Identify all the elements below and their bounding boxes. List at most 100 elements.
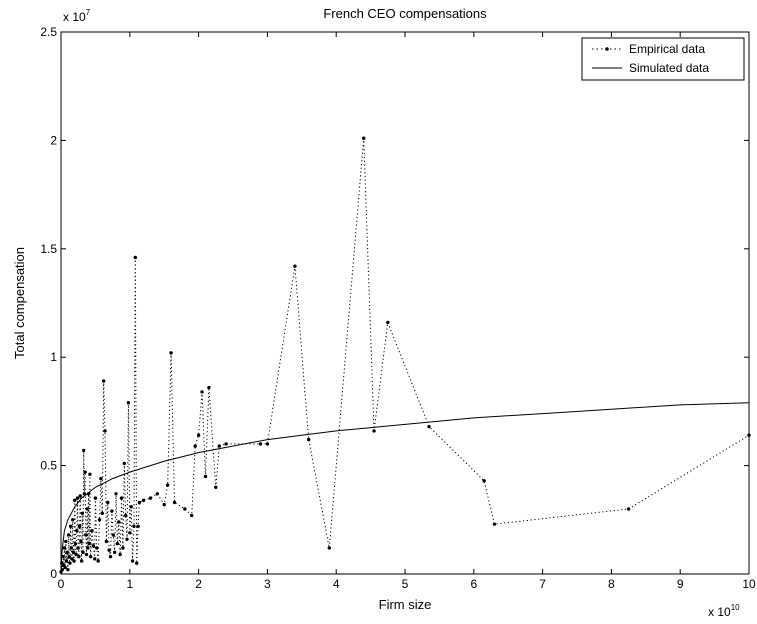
plot-frame: [60, 31, 750, 575]
empirical-data-point: [91, 544, 96, 548]
empirical-data-point: [68, 524, 73, 528]
empirical-data-point: [123, 513, 128, 518]
empirical-data-point: [126, 401, 131, 405]
empirical-data-point: [121, 546, 125, 550]
x-tick-label: 0: [58, 577, 65, 591]
empirical-data-point: [84, 533, 88, 537]
legend: Empirical data Simulated data: [581, 37, 745, 81]
empirical-data-point: [128, 531, 132, 535]
empirical-data-point: [82, 492, 87, 496]
empirical-data-point: [90, 528, 94, 533]
empirical-data-point: [86, 546, 90, 550]
empirical-data-point: [107, 548, 111, 552]
empirical-data-point: [136, 524, 140, 528]
empirical-data-point: [306, 437, 311, 442]
y-tick-label: 2.5: [40, 25, 57, 39]
empirical-data-point: [169, 351, 173, 355]
empirical-data-point: [162, 502, 166, 507]
empirical-data-point: [97, 518, 102, 522]
empirical-data-point: [141, 498, 146, 502]
empirical-data-point: [200, 390, 204, 394]
y-tick-label: 0.5: [40, 459, 57, 473]
x-tick-label: 2: [195, 577, 202, 591]
empirical-data-point: [88, 554, 93, 559]
empirical-data-point: [70, 557, 74, 561]
empirical-data-point: [112, 550, 117, 555]
empirical-data-point: [492, 522, 497, 526]
empirical-data-point: [134, 561, 139, 565]
empirical-data-point: [72, 559, 76, 563]
empirical-data-point: [125, 537, 129, 542]
empirical-data-point: [129, 505, 133, 509]
empirical-data-point: [427, 424, 431, 429]
empirical-data-point: [79, 559, 84, 563]
empirical-data-point: [106, 500, 110, 505]
empirical-data-point: [110, 509, 114, 513]
x-tick-label: 10: [742, 577, 756, 591]
simulated-series-line: [60, 402, 750, 575]
empirical-data-point: [115, 541, 120, 546]
y-multiplier-base: x 10: [63, 10, 86, 24]
empirical-data-point: [104, 539, 109, 544]
x-tick-label: 3: [264, 577, 271, 591]
empirical-data-point: [101, 379, 106, 383]
empirical-data-point: [217, 444, 221, 448]
empirical-data-point: [68, 561, 72, 565]
empirical-data-point: [76, 546, 80, 550]
empirical-data-point: [117, 520, 121, 524]
empirical-series-line: [60, 138, 750, 572]
y-axis-label: Total compensation: [12, 247, 27, 359]
y-multiplier-exponent: 7: [86, 8, 91, 17]
empirical-data-point: [183, 507, 187, 511]
empirical-data-point: [71, 550, 76, 555]
x-multiplier: x 1010: [708, 603, 740, 619]
empirical-data-point: [119, 496, 124, 500]
empirical-data-point: [155, 492, 160, 496]
empirical-data-point: [258, 442, 263, 446]
empirical-data-point: [327, 546, 332, 550]
empirical-data-point: [386, 320, 390, 325]
empirical-data-point: [82, 448, 86, 453]
empirical-data-point: [78, 494, 82, 498]
empirical-data-point: [77, 554, 81, 559]
empirical-data-point: [362, 136, 366, 140]
empirical-data-point: [81, 550, 85, 555]
empirical-data-point: [99, 476, 103, 481]
empirical-data-point: [193, 444, 197, 448]
x-tick-label: 1: [126, 577, 133, 591]
empirical-data-point: [80, 511, 85, 515]
empirical-data-point: [64, 559, 69, 563]
empirical-data-point: [148, 496, 153, 500]
x-tick-label: 8: [608, 577, 615, 591]
empirical-data-point: [108, 554, 113, 559]
empirical-data-point: [137, 500, 142, 505]
empirical-data-point: [69, 546, 74, 550]
empirical-data-point: [77, 524, 82, 528]
y-multiplier: x 107: [63, 8, 91, 24]
chart-title: French CEO compensations: [323, 6, 487, 21]
empirical-data-point: [130, 559, 135, 563]
empirical-data-point: [96, 559, 100, 563]
x-tick-label: 5: [402, 577, 409, 591]
empirical-data-point: [84, 552, 89, 557]
empirical-data-point: [207, 385, 211, 390]
empirical-data-point: [67, 554, 71, 559]
empirical-data-point: [118, 552, 122, 557]
empirical-data-point: [75, 528, 79, 533]
empirical-data-point: [482, 479, 486, 483]
empirical-data-point: [79, 539, 83, 544]
empirical-data-point: [214, 485, 218, 489]
empirical-data-point: [100, 511, 104, 515]
x-multiplier-base: x 10: [708, 605, 731, 619]
empirical-data-point: [62, 546, 67, 550]
empirical-data-point: [103, 429, 107, 433]
plot-area: [59, 136, 751, 575]
legend-box: [581, 37, 745, 81]
empirical-data-point: [95, 546, 99, 550]
empirical-data-point: [372, 429, 376, 433]
empirical-data-point: [172, 500, 177, 505]
empirical-data-point: [93, 557, 97, 561]
empirical-data-point: [87, 541, 91, 546]
empirical-data-point: [111, 533, 115, 537]
empirical-data-point: [203, 474, 208, 479]
